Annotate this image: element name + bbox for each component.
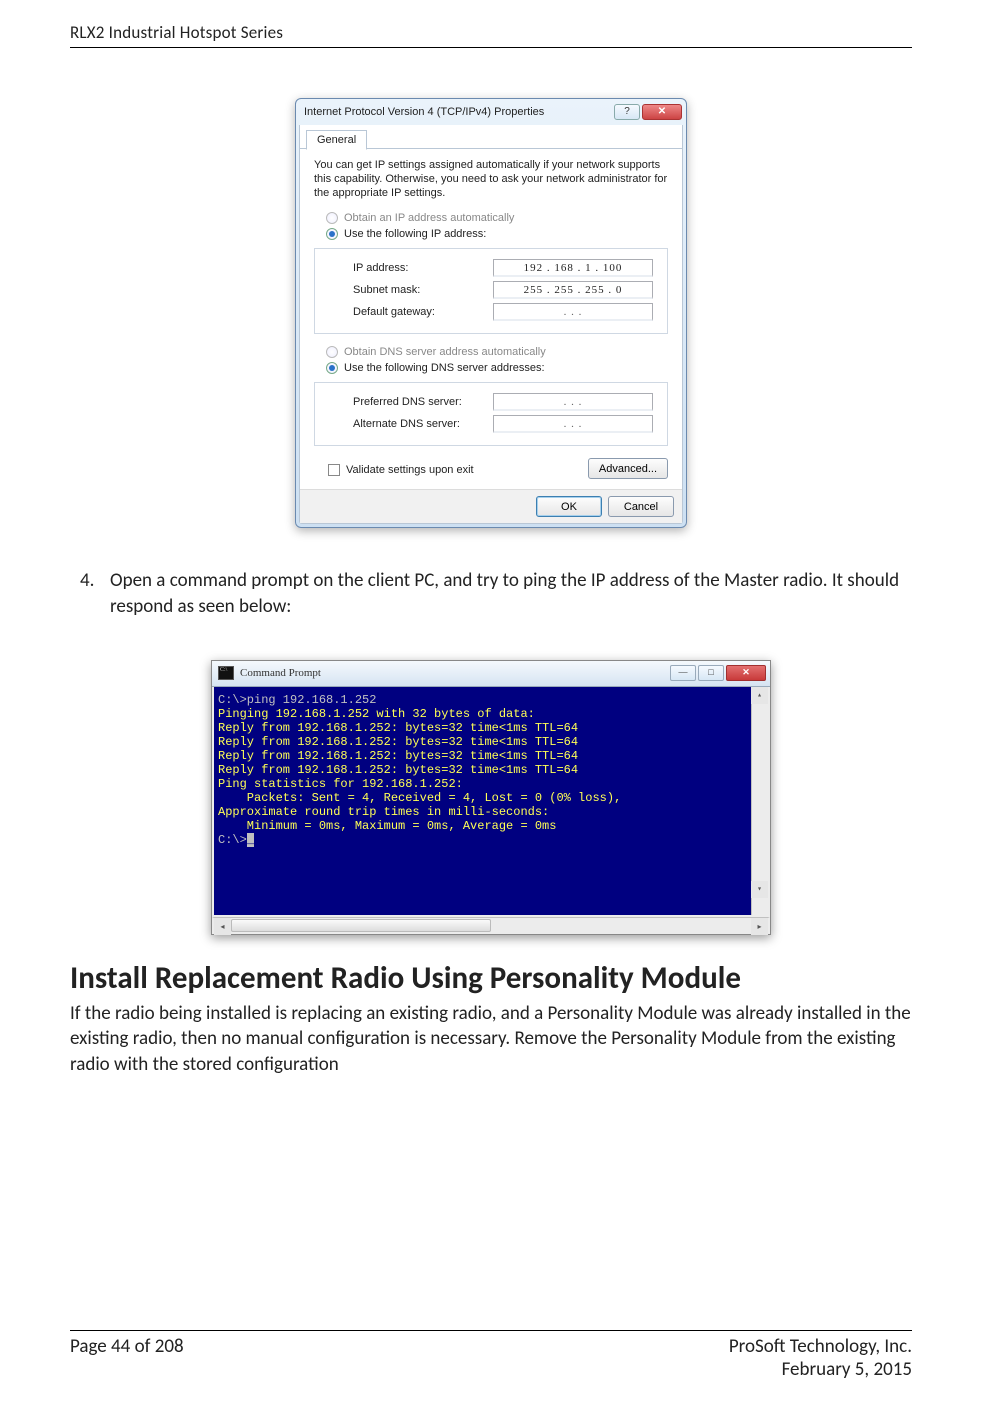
dialog-title: Internet Protocol Version 4 (TCP/IPv4) P… [304, 106, 612, 118]
radio-icon [326, 346, 338, 358]
section-paragraph: If the radio being installed is replacin… [70, 1001, 912, 1078]
preferred-dns-label: Preferred DNS server: [353, 396, 493, 408]
radio-ip-auto[interactable]: Obtain an IP address automatically [314, 210, 668, 226]
footer-date: February 5, 2015 [729, 1358, 912, 1381]
cmd-output-line: Reply from 192.168.1.252: bytes=32 time<… [218, 721, 764, 735]
step-4-text: Open a command prompt on the client PC, … [110, 568, 912, 619]
tab-general[interactable]: General [306, 130, 367, 150]
default-gateway-input[interactable]: . . . [493, 303, 653, 321]
default-gateway-label: Default gateway: [353, 306, 493, 318]
ip-fieldset: IP address: 192 . 168 . 1 . 100 Subnet m… [314, 248, 668, 334]
radio-ip-auto-label: Obtain an IP address automatically [344, 212, 514, 224]
dialog-button-row: OK Cancel [300, 489, 682, 523]
cmd-output-line: Reply from 192.168.1.252: bytes=32 time<… [218, 735, 764, 749]
section-heading: Install Replacement Radio Using Personal… [70, 959, 912, 997]
close-button[interactable]: ✕ [642, 104, 682, 120]
cmd-output-line: Reply from 192.168.1.252: bytes=32 time<… [218, 749, 764, 763]
radio-icon [326, 362, 338, 374]
cancel-button[interactable]: Cancel [608, 496, 674, 517]
cmd-output-line: Minimum = 0ms, Maximum = 0ms, Average = … [218, 819, 764, 833]
dns-fieldset: Preferred DNS server: . . . Alternate DN… [314, 382, 668, 446]
doc-header-title: RLX2 Industrial Hotspot Series [70, 22, 912, 43]
cmd-output-line: Ping statistics for 192.168.1.252: [218, 777, 764, 791]
cmd-hscrollbar[interactable]: ◂ ▸ [212, 917, 770, 934]
help-button[interactable]: ? [614, 104, 640, 120]
validate-checkbox-label: Validate settings upon exit [346, 464, 474, 476]
radio-icon [326, 212, 338, 224]
subnet-mask-input[interactable]: 255 . 255 . 255 . 0 [493, 281, 653, 299]
maximize-button[interactable]: □ [698, 665, 724, 681]
scroll-up-icon[interactable]: ▴ [751, 687, 768, 704]
hscroll-thumb[interactable] [231, 919, 491, 932]
ipv4-dialog: Internet Protocol Version 4 (TCP/IPv4) P… [295, 98, 687, 528]
ip-address-label: IP address: [353, 262, 493, 274]
page-footer: Page 44 of 208 ProSoft Technology, Inc. … [70, 1330, 912, 1381]
header-rule [70, 47, 912, 48]
cmd-icon [218, 666, 234, 680]
advanced-button[interactable]: Advanced... [588, 458, 668, 479]
minimize-button[interactable]: — [670, 665, 696, 681]
cmd-prompt-line: C:\>_ [218, 833, 764, 847]
footer-page-number: Page 44 of 208 [70, 1335, 184, 1381]
dialog-tabstrip: General [300, 125, 682, 149]
radio-ip-manual-label: Use the following IP address: [344, 228, 486, 240]
alternate-dns-label: Alternate DNS server: [353, 418, 493, 430]
radio-ip-manual[interactable]: Use the following IP address: [314, 226, 668, 242]
cmd-output-line: Pinging 192.168.1.252 with 32 bytes of d… [218, 707, 764, 721]
step-4-number: 4. [80, 568, 110, 619]
alternate-dns-input[interactable]: . . . [493, 415, 653, 433]
scroll-down-icon[interactable]: ▾ [751, 881, 768, 898]
radio-icon [326, 228, 338, 240]
cmd-output-line: Reply from 192.168.1.252: bytes=32 time<… [218, 763, 764, 777]
radio-dns-auto-label: Obtain DNS server address automatically [344, 346, 546, 358]
cmd-output-line: Approximate round trip times in milli-se… [218, 805, 764, 819]
command-prompt-figure: Command Prompt — □ ✕ ▴ ▾ C:\>ping 192.16… [70, 660, 912, 935]
validate-checkbox[interactable] [328, 464, 340, 476]
scroll-left-icon[interactable]: ◂ [214, 918, 231, 935]
radio-dns-manual[interactable]: Use the following DNS server addresses: [314, 360, 668, 376]
cmd-output-area: ▴ ▾ C:\>ping 192.168.1.252Pinging 192.16… [212, 687, 770, 917]
subnet-mask-label: Subnet mask: [353, 284, 493, 296]
cmd-close-button[interactable]: ✕ [726, 665, 766, 681]
preferred-dns-input[interactable]: . . . [493, 393, 653, 411]
step-4: 4. Open a command prompt on the client P… [80, 568, 912, 619]
command-prompt-window: Command Prompt — □ ✕ ▴ ▾ C:\>ping 192.16… [211, 660, 771, 935]
cmd-output-line: Packets: Sent = 4, Received = 4, Lost = … [218, 791, 764, 805]
dialog-intro-text: You can get IP settings assigned automat… [314, 159, 668, 200]
radio-dns-manual-label: Use the following DNS server addresses: [344, 362, 545, 374]
cmd-title: Command Prompt [240, 667, 670, 679]
dialog-titlebar: Internet Protocol Version 4 (TCP/IPv4) P… [296, 99, 686, 125]
radio-dns-auto: Obtain DNS server address automatically [314, 344, 668, 360]
footer-rule [70, 1330, 912, 1331]
ipv4-dialog-figure: Internet Protocol Version 4 (TCP/IPv4) P… [70, 98, 912, 528]
scroll-right-icon[interactable]: ▸ [751, 918, 768, 935]
cmd-titlebar: Command Prompt — □ ✕ [212, 661, 770, 687]
footer-company: ProSoft Technology, Inc. [729, 1335, 912, 1358]
cmd-output-line: C:\>ping 192.168.1.252 [218, 693, 764, 707]
ip-address-input[interactable]: 192 . 168 . 1 . 100 [493, 259, 653, 277]
ok-button[interactable]: OK [536, 496, 602, 517]
cmd-vscrollbar[interactable]: ▴ ▾ [751, 687, 768, 915]
